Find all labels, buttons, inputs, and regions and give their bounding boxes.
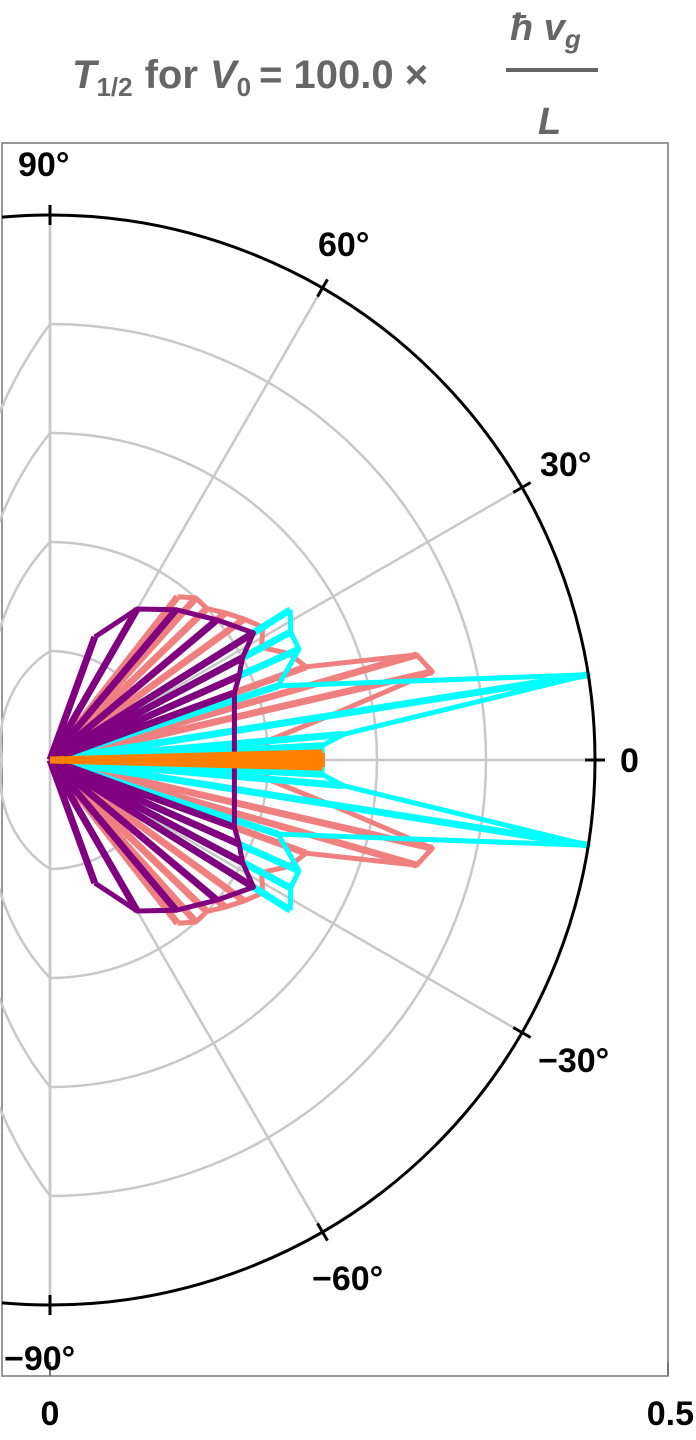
angle-tick-label-2: 30° <box>540 446 591 484</box>
title-equals-value: = 100.0 × <box>259 53 428 97</box>
series-1-ray-9 <box>49 756 589 849</box>
title-var: V <box>210 53 240 97</box>
axis-layer <box>1 205 669 1376</box>
series-2-ray-1 <box>46 607 141 762</box>
series-2-ray-3 <box>47 617 220 763</box>
title-symbol-sub: 1/2 <box>96 72 132 102</box>
angle-tick-label-5: −60° <box>312 1260 383 1298</box>
angle-tick-2 <box>512 481 532 494</box>
angle-tick-label-1: 60° <box>318 226 369 264</box>
radial-gridline-left-bottom-0 <box>0 759 51 871</box>
series-2-ray-0 <box>46 635 99 762</box>
series-2-ray-7 <box>48 689 236 764</box>
angle-tick-label-4: −30° <box>538 1042 609 1080</box>
series-2-ray-12 <box>47 757 220 903</box>
radial-gridline-left-top-1 <box>0 541 51 761</box>
series-1-ray-4 <box>49 671 589 764</box>
title-denominator: L <box>538 101 561 143</box>
title-symbol: T <box>72 53 100 97</box>
angle-tick-label-0: 90° <box>18 146 69 184</box>
series-2-ray-14 <box>46 758 141 913</box>
series-2-ray-13 <box>47 757 179 913</box>
angle-tick-4 <box>512 1026 532 1039</box>
outer-arc-left-top <box>1 213 51 219</box>
title-numerator: ħ v <box>510 7 567 49</box>
title-var-sub: 0 <box>237 72 251 102</box>
radial-gridline-left-top-2 <box>0 432 51 761</box>
series-2-ray-11 <box>48 757 256 891</box>
series-2-ray-2 <box>47 607 179 763</box>
angle-tick-5 <box>316 1222 329 1242</box>
angle-tick-1 <box>316 278 329 298</box>
chart-title: T1/2 for V0 = 100.0 × ħ vg L <box>72 7 598 143</box>
series-2-ray-15 <box>46 758 99 885</box>
radial-tick-label-1: 0.5 <box>647 1395 694 1433</box>
radial-gridline-left-bottom-3 <box>0 759 52 1197</box>
title-numerator-sub: g <box>564 24 581 54</box>
label-layer: 90° 60° 30° 0 −30° −60° −90° 0 0.5 <box>4 146 694 1433</box>
radial-gridline-left-top-3 <box>0 323 52 761</box>
outer-arc-left-bottom <box>1 1301 51 1307</box>
radial-gridline-left-bottom-1 <box>0 759 51 979</box>
series-3-ray-4 <box>49 756 323 771</box>
radial-gridline-left-top-0 <box>0 649 51 761</box>
series-0-ray-10 <box>49 668 434 764</box>
radial-gridline-left-bottom-2 <box>0 759 51 1088</box>
series-layer <box>46 594 591 926</box>
title-for: for <box>145 53 198 97</box>
svg-text:ħ vg: ħ vg <box>510 7 581 54</box>
angle-tick-label-3: 0 <box>620 742 639 780</box>
radial-tick-label-0: 0 <box>41 1395 60 1433</box>
angle-tick-label-6: −90° <box>4 1340 75 1378</box>
